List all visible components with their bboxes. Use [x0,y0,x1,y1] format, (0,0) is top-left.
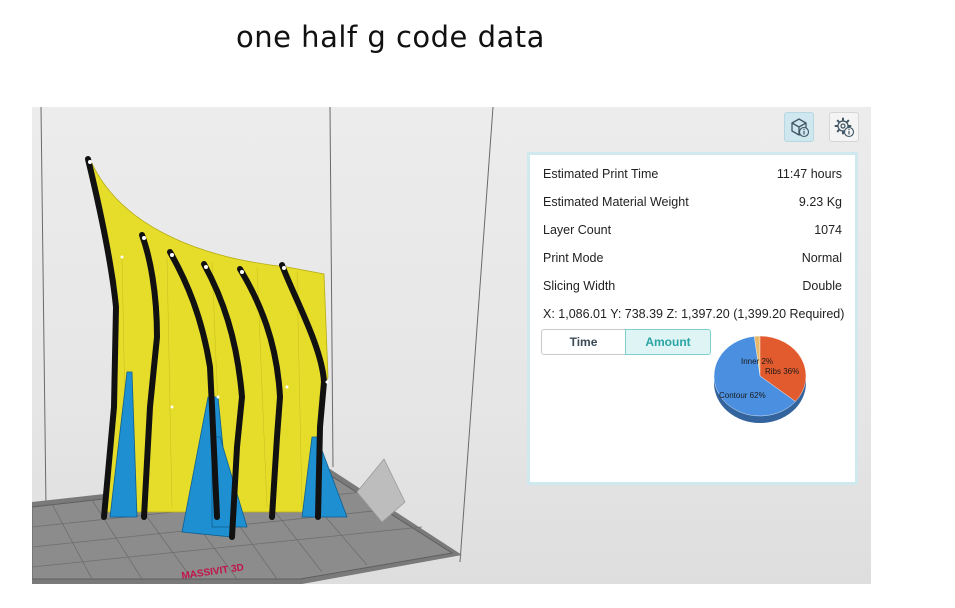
info-value: 9.23 Kg [798,195,842,209]
info-value: Normal [801,251,842,265]
info-row-print-mode: Print Mode Normal [543,248,842,268]
print-info-panel: Estimated Print Time 11:47 hours Estimat… [527,152,858,485]
pie-svg [713,335,807,423]
info-row-slicing-width: Slicing Width Double [543,276,842,296]
tab-amount[interactable]: Amount [625,329,711,355]
info-value: 1074 [814,223,842,237]
pie-label-contour: Contour 62% [719,391,766,400]
support-structures [109,371,348,538]
pie-label-ribs: Ribs 36% [765,367,800,376]
gear-info-icon [834,117,855,138]
settings-info-button[interactable] [829,112,859,142]
info-label: Layer Count [543,223,612,237]
info-row-print-time: Estimated Print Time 11:47 hours [543,164,842,184]
pie-slice-ribs [759,335,807,402]
model-info-button[interactable] [784,112,814,142]
info-label: Print Mode [543,251,604,265]
stats-tabs: Time Amount [541,329,711,355]
build-volume-frame [40,107,494,563]
info-value: Double [802,279,842,293]
pie-slice-contour [713,336,796,417]
info-label: Estimated Material Weight [543,195,689,209]
cube-info-icon [791,118,810,138]
info-label: Estimated Print Time [543,167,659,181]
info-value: 11:47 hours [776,167,842,181]
info-label: Slicing Width [543,279,616,293]
tab-time[interactable]: Time [541,329,626,355]
info-row-material-weight: Estimated Material Weight 9.23 Kg [543,192,842,212]
rib-markers [88,160,329,409]
info-row-layer-count: Layer Count 1074 [543,220,842,240]
3d-viewport[interactable]: MASSIVIT 3D [32,107,871,584]
page-title: one half g code data [236,20,545,54]
model-ribs [85,156,328,540]
pie-label-inner: Inner 2% [741,357,774,366]
ghost-object [356,458,406,523]
scene-canvas[interactable]: MASSIVIT 3D [32,107,871,584]
coordinates-readout: X: 1,086.01 Y: 738.39 Z: 1,397.20 (1,399… [543,307,845,321]
material-pie-chart: Inner 2% Ribs 36% Contour 62% [713,333,823,433]
